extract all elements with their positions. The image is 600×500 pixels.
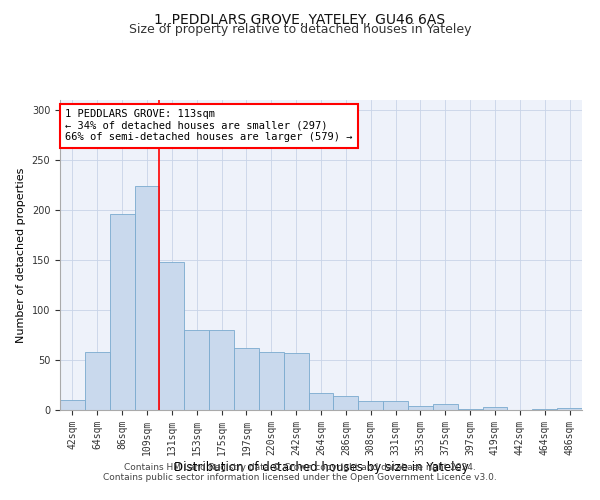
Bar xyxy=(184,330,209,410)
Bar xyxy=(284,353,308,410)
Bar xyxy=(234,348,259,410)
Bar xyxy=(532,409,557,410)
Text: Size of property relative to detached houses in Yateley: Size of property relative to detached ho… xyxy=(129,22,471,36)
Bar xyxy=(358,401,383,410)
Bar xyxy=(433,404,458,410)
Bar xyxy=(408,406,433,410)
Bar xyxy=(482,407,508,410)
Bar xyxy=(134,186,160,410)
Bar xyxy=(458,409,482,410)
Bar xyxy=(110,214,134,410)
Bar xyxy=(383,401,408,410)
Bar xyxy=(557,408,582,410)
Bar xyxy=(209,330,234,410)
Text: 1, PEDDLARS GROVE, YATELEY, GU46 6AS: 1, PEDDLARS GROVE, YATELEY, GU46 6AS xyxy=(154,12,446,26)
Text: Contains public sector information licensed under the Open Government Licence v3: Contains public sector information licen… xyxy=(103,474,497,482)
Bar xyxy=(259,352,284,410)
Bar xyxy=(85,352,110,410)
Bar xyxy=(60,400,85,410)
Y-axis label: Number of detached properties: Number of detached properties xyxy=(16,168,26,342)
Text: Contains HM Land Registry data © Crown copyright and database right 2024.: Contains HM Land Registry data © Crown c… xyxy=(124,464,476,472)
Bar xyxy=(308,393,334,410)
X-axis label: Distribution of detached houses by size in Yateley: Distribution of detached houses by size … xyxy=(173,460,469,473)
Bar xyxy=(334,396,358,410)
Text: 1 PEDDLARS GROVE: 113sqm
← 34% of detached houses are smaller (297)
66% of semi-: 1 PEDDLARS GROVE: 113sqm ← 34% of detach… xyxy=(65,110,353,142)
Bar xyxy=(160,262,184,410)
